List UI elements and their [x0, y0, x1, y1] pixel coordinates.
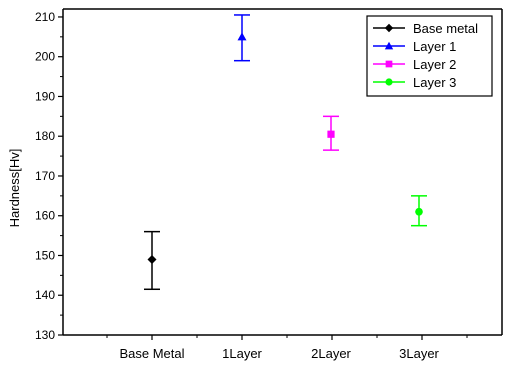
series-base-metal — [144, 230, 160, 291]
data-point — [147, 254, 157, 264]
data-point — [237, 32, 247, 41]
y-axis-ticks: 130 140 150 160 170 180 190 200 210 — [35, 10, 468, 342]
y-tick-label: 150 — [35, 248, 55, 262]
y-tick-label: 210 — [35, 10, 55, 24]
data-point — [327, 130, 335, 138]
legend-entry: Layer 1 — [373, 39, 456, 54]
y-axis-label: Hardness[Hv] — [7, 149, 22, 228]
legend-marker — [384, 23, 394, 33]
series-layer-2 — [323, 115, 339, 151]
legend-label: Base metal — [413, 21, 478, 36]
y-tick-label: 140 — [35, 288, 55, 302]
y-tick-label: 190 — [35, 89, 55, 103]
y-tick-label: 170 — [35, 169, 55, 183]
axes — [62, 8, 503, 336]
x-category-label: Base Metal — [119, 346, 184, 361]
legend-marker — [384, 41, 394, 50]
legend-marker — [385, 60, 393, 68]
legend-label: Layer 3 — [413, 75, 456, 90]
x-category-label: 3Layer — [399, 346, 439, 361]
legend-entry: Layer 2 — [373, 57, 456, 72]
x-category-label: 1Layer — [222, 346, 262, 361]
data-series — [144, 14, 427, 291]
legend: Base metal Layer 1 Layer 2 Layer 3 — [366, 15, 493, 97]
legend-label: Layer 2 — [413, 57, 456, 72]
data-point — [415, 207, 423, 216]
x-category-label: 2Layer — [311, 346, 351, 361]
y-tick-label: 160 — [35, 209, 55, 223]
series-layer-1 — [234, 14, 250, 62]
y-tick-label: 180 — [35, 129, 55, 143]
y-tick-label: 130 — [35, 328, 55, 342]
series-layer-3 — [411, 195, 427, 227]
legend-entry: Base metal — [373, 21, 478, 36]
y-tick-label: 200 — [35, 50, 55, 64]
legend-entry: Layer 3 — [373, 75, 456, 90]
legend-marker — [385, 78, 393, 86]
legend-label: Layer 1 — [413, 39, 456, 54]
x-axis-category-labels: Base Metal 1Layer 2Layer 3Layer — [119, 346, 439, 361]
